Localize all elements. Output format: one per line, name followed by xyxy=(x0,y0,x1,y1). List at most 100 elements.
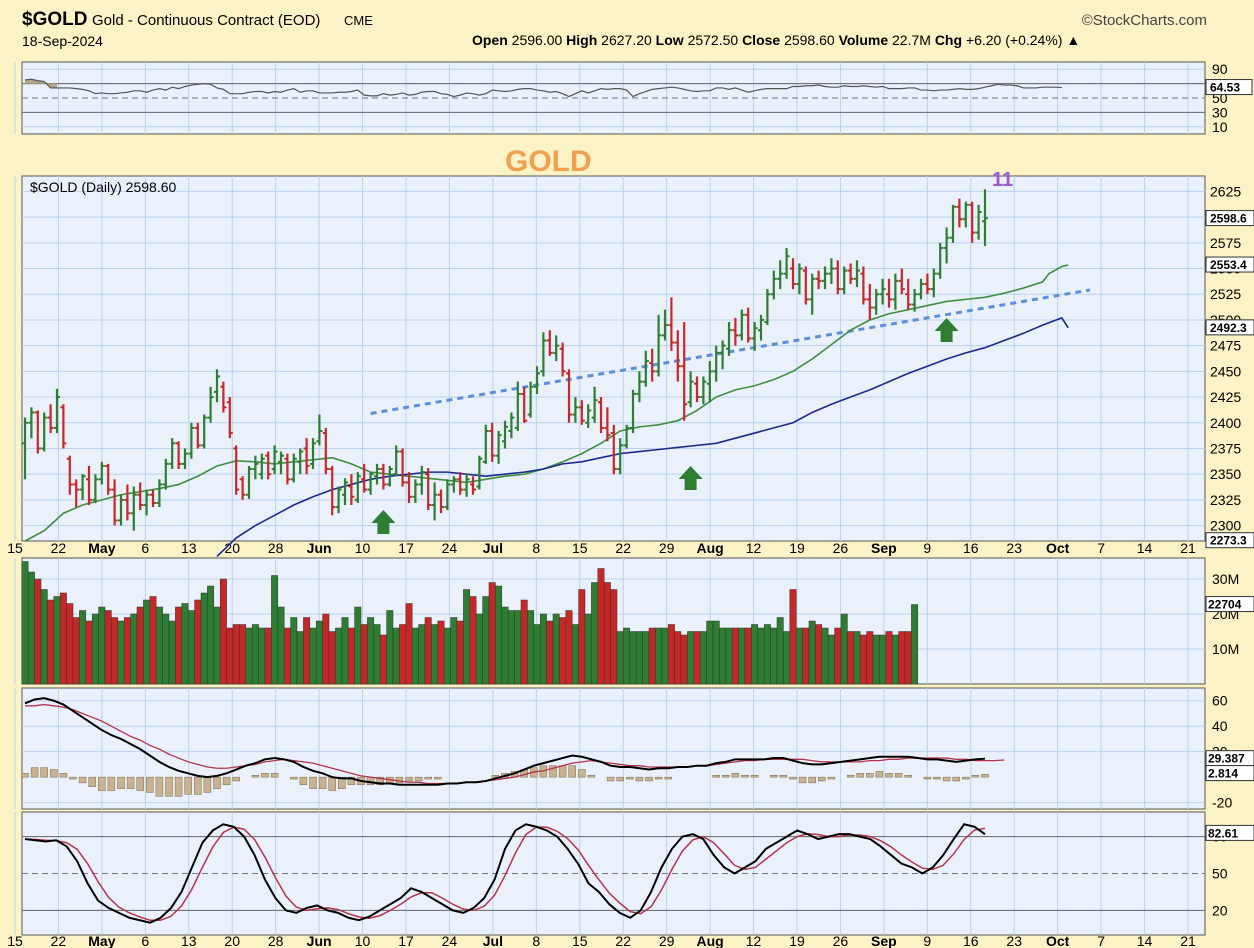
volume-bar xyxy=(597,568,605,685)
x-tick-label: 7 xyxy=(1097,540,1105,556)
macd-histogram-bar xyxy=(789,776,797,780)
macd-histogram-bar xyxy=(338,776,346,789)
price-tick-label: 2450 xyxy=(1210,363,1241,379)
macd-histogram-bar xyxy=(251,774,260,778)
volume-bar xyxy=(367,617,375,685)
volume-bar xyxy=(815,624,823,685)
volume-bar xyxy=(450,617,458,685)
volume-bar xyxy=(546,620,554,685)
x-tick-label-bottom: 24 xyxy=(442,933,458,948)
x-tick-label: 23 xyxy=(1006,540,1022,556)
volume-bar xyxy=(751,624,759,685)
volume-bar xyxy=(162,613,170,685)
volume-bar xyxy=(827,634,835,685)
macd-histogram-bar xyxy=(779,774,788,778)
collapse-icon[interactable]: ▲ xyxy=(1066,32,1081,48)
volume-bar xyxy=(258,627,266,685)
volume-bar xyxy=(200,592,208,685)
volume-bar xyxy=(603,582,611,685)
volume-bar xyxy=(821,627,829,685)
volume-bar xyxy=(72,617,80,685)
volume-value-tag xyxy=(1205,596,1254,613)
macd-histogram-bar xyxy=(21,773,29,778)
macd-histogram-bar xyxy=(770,774,778,778)
volume-bar xyxy=(610,589,618,685)
price-tick-label: 2625 xyxy=(1210,183,1241,199)
brand-label[interactable]: ©StockCharts.com xyxy=(1081,12,1207,29)
volume-bar xyxy=(322,613,330,685)
volume-bar xyxy=(219,578,227,685)
volume-bar xyxy=(34,578,42,685)
macd-hist-value-label: 2.814 xyxy=(1208,767,1238,781)
x-tick-label-bottom: 26 xyxy=(833,933,849,948)
x-tick-label-bottom: 9 xyxy=(923,933,931,948)
volume-bar xyxy=(315,620,323,685)
x-tick-label-bottom: Jun xyxy=(307,933,332,948)
stochastic-k-line xyxy=(24,823,986,924)
price-tick-label: 2325 xyxy=(1210,492,1241,508)
macd-histogram-bar xyxy=(270,773,279,778)
macd-histogram-bar xyxy=(299,776,308,786)
macd-histogram-bar xyxy=(376,776,384,786)
volume-bar xyxy=(533,624,541,685)
volume-bar xyxy=(341,617,349,685)
macd-histogram-bar xyxy=(587,774,596,778)
volume-bar xyxy=(277,606,285,685)
volume-bar xyxy=(898,631,906,685)
volume-bar xyxy=(488,582,496,685)
macd-histogram-bar xyxy=(107,776,116,791)
symbol-title: $GOLD xyxy=(22,9,88,30)
volume-bar xyxy=(168,620,176,685)
volume-bar xyxy=(66,603,74,685)
volume-bar xyxy=(194,599,202,685)
open-label: Open xyxy=(472,32,508,48)
volume-bar xyxy=(136,606,144,685)
macd-histogram-bar xyxy=(856,773,864,778)
ma-long-value-tag xyxy=(1205,319,1254,336)
volume-bar xyxy=(687,631,695,685)
volume-bar xyxy=(27,571,35,685)
stochastic-tick-label: 50 xyxy=(1212,866,1228,882)
volume-bar xyxy=(411,627,419,685)
volume-bar xyxy=(130,613,138,685)
macd-histogram-bar xyxy=(933,776,941,780)
macd-histogram-bar xyxy=(318,776,327,789)
volume-bar xyxy=(335,627,343,685)
volume-bar xyxy=(507,610,515,685)
ma-short-line xyxy=(24,264,1069,542)
volume-bar xyxy=(872,634,880,685)
volume-tick-label: 10M xyxy=(1212,641,1239,657)
up-arrow-icon xyxy=(371,510,396,534)
volume-bar xyxy=(405,603,413,685)
volume-bar xyxy=(347,627,355,685)
macd-histogram-bar xyxy=(894,773,903,778)
volume-bar xyxy=(757,627,765,685)
x-tick-label-bottom: 8 xyxy=(532,933,540,948)
x-tick-label: Sep xyxy=(871,540,897,556)
price-tick-label: 2400 xyxy=(1210,415,1241,431)
volume-bar xyxy=(91,613,99,685)
volume-bar xyxy=(795,627,803,685)
macd-histogram-bar xyxy=(875,771,884,778)
volume-bar xyxy=(725,627,733,685)
x-tick-label-bottom: 22 xyxy=(615,933,631,948)
instrument-name: Gold - Continuous Contract (EOD) xyxy=(92,12,321,29)
volume-bar xyxy=(143,599,151,685)
macd-histogram-bar xyxy=(30,767,39,778)
x-tick-label: 21 xyxy=(1180,540,1196,556)
macd-value-label: 29.387 xyxy=(1208,752,1245,766)
macd-histogram-bar xyxy=(491,774,500,778)
gold-annotation: GOLD xyxy=(505,145,592,178)
volume-bar xyxy=(155,606,163,685)
macd-histogram-bar xyxy=(424,776,432,780)
volume-bar xyxy=(283,627,291,685)
volume-bar xyxy=(661,627,669,685)
macd-histogram-bar xyxy=(741,774,749,778)
open-value: 2596.00 xyxy=(511,32,563,48)
close-value: 2598.60 xyxy=(784,32,835,48)
volume-bar xyxy=(264,627,272,685)
volume-bar xyxy=(642,631,650,685)
volume-bar xyxy=(674,631,682,685)
price-panel xyxy=(21,175,1206,542)
volume-bar xyxy=(232,624,240,685)
